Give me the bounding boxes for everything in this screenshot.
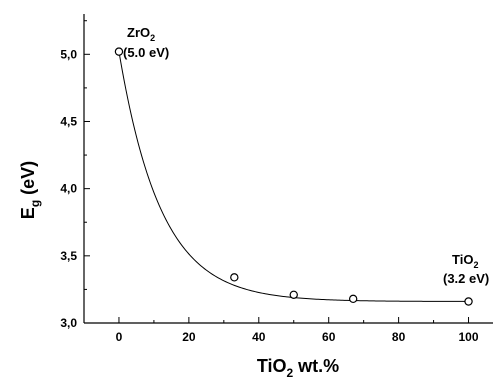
data-point (464, 297, 473, 306)
y-axis-title: Eg (eV) (18, 161, 42, 219)
plot-frame (83, 14, 493, 324)
annotation-tio2: TiO2 (3.2 eV) (443, 252, 489, 286)
x-tick-label: 20 (182, 330, 196, 344)
y-tick-label: 3,0 (60, 316, 77, 330)
svg-text:(5.0 eV): (5.0 eV) (123, 45, 169, 60)
data-point (114, 47, 124, 56)
svg-text:(3.2 eV): (3.2 eV) (443, 271, 489, 286)
x-axis-title: TiO2 wt.% (257, 356, 339, 377)
data-point (348, 294, 358, 304)
svg-text:TiO2: TiO2 (452, 252, 478, 270)
data-points (114, 47, 473, 306)
data-point (289, 290, 298, 299)
x-tick-label: 80 (392, 330, 406, 344)
y-tick-label: 5,0 (60, 47, 77, 61)
data-point (230, 273, 239, 282)
y-tick-label: 4,0 (60, 182, 77, 196)
x-tick-label: 60 (322, 330, 336, 344)
x-tick-label: 100 (459, 330, 479, 344)
y-axis: 3,0 3,5 4,0 4,5 5,0 (60, 20, 90, 330)
y-tick-label: 3,5 (60, 249, 77, 263)
x-tick-label: 0 (116, 330, 123, 344)
annotation-zro2: ZrO2 (5.0 eV) (123, 25, 169, 60)
x-axis: 0 20 40 60 80 100 (83, 317, 479, 344)
y-tick-label: 4,5 (60, 114, 77, 128)
svg-text:ZrO2: ZrO2 (127, 25, 155, 43)
x-tick-label: 40 (252, 330, 266, 344)
